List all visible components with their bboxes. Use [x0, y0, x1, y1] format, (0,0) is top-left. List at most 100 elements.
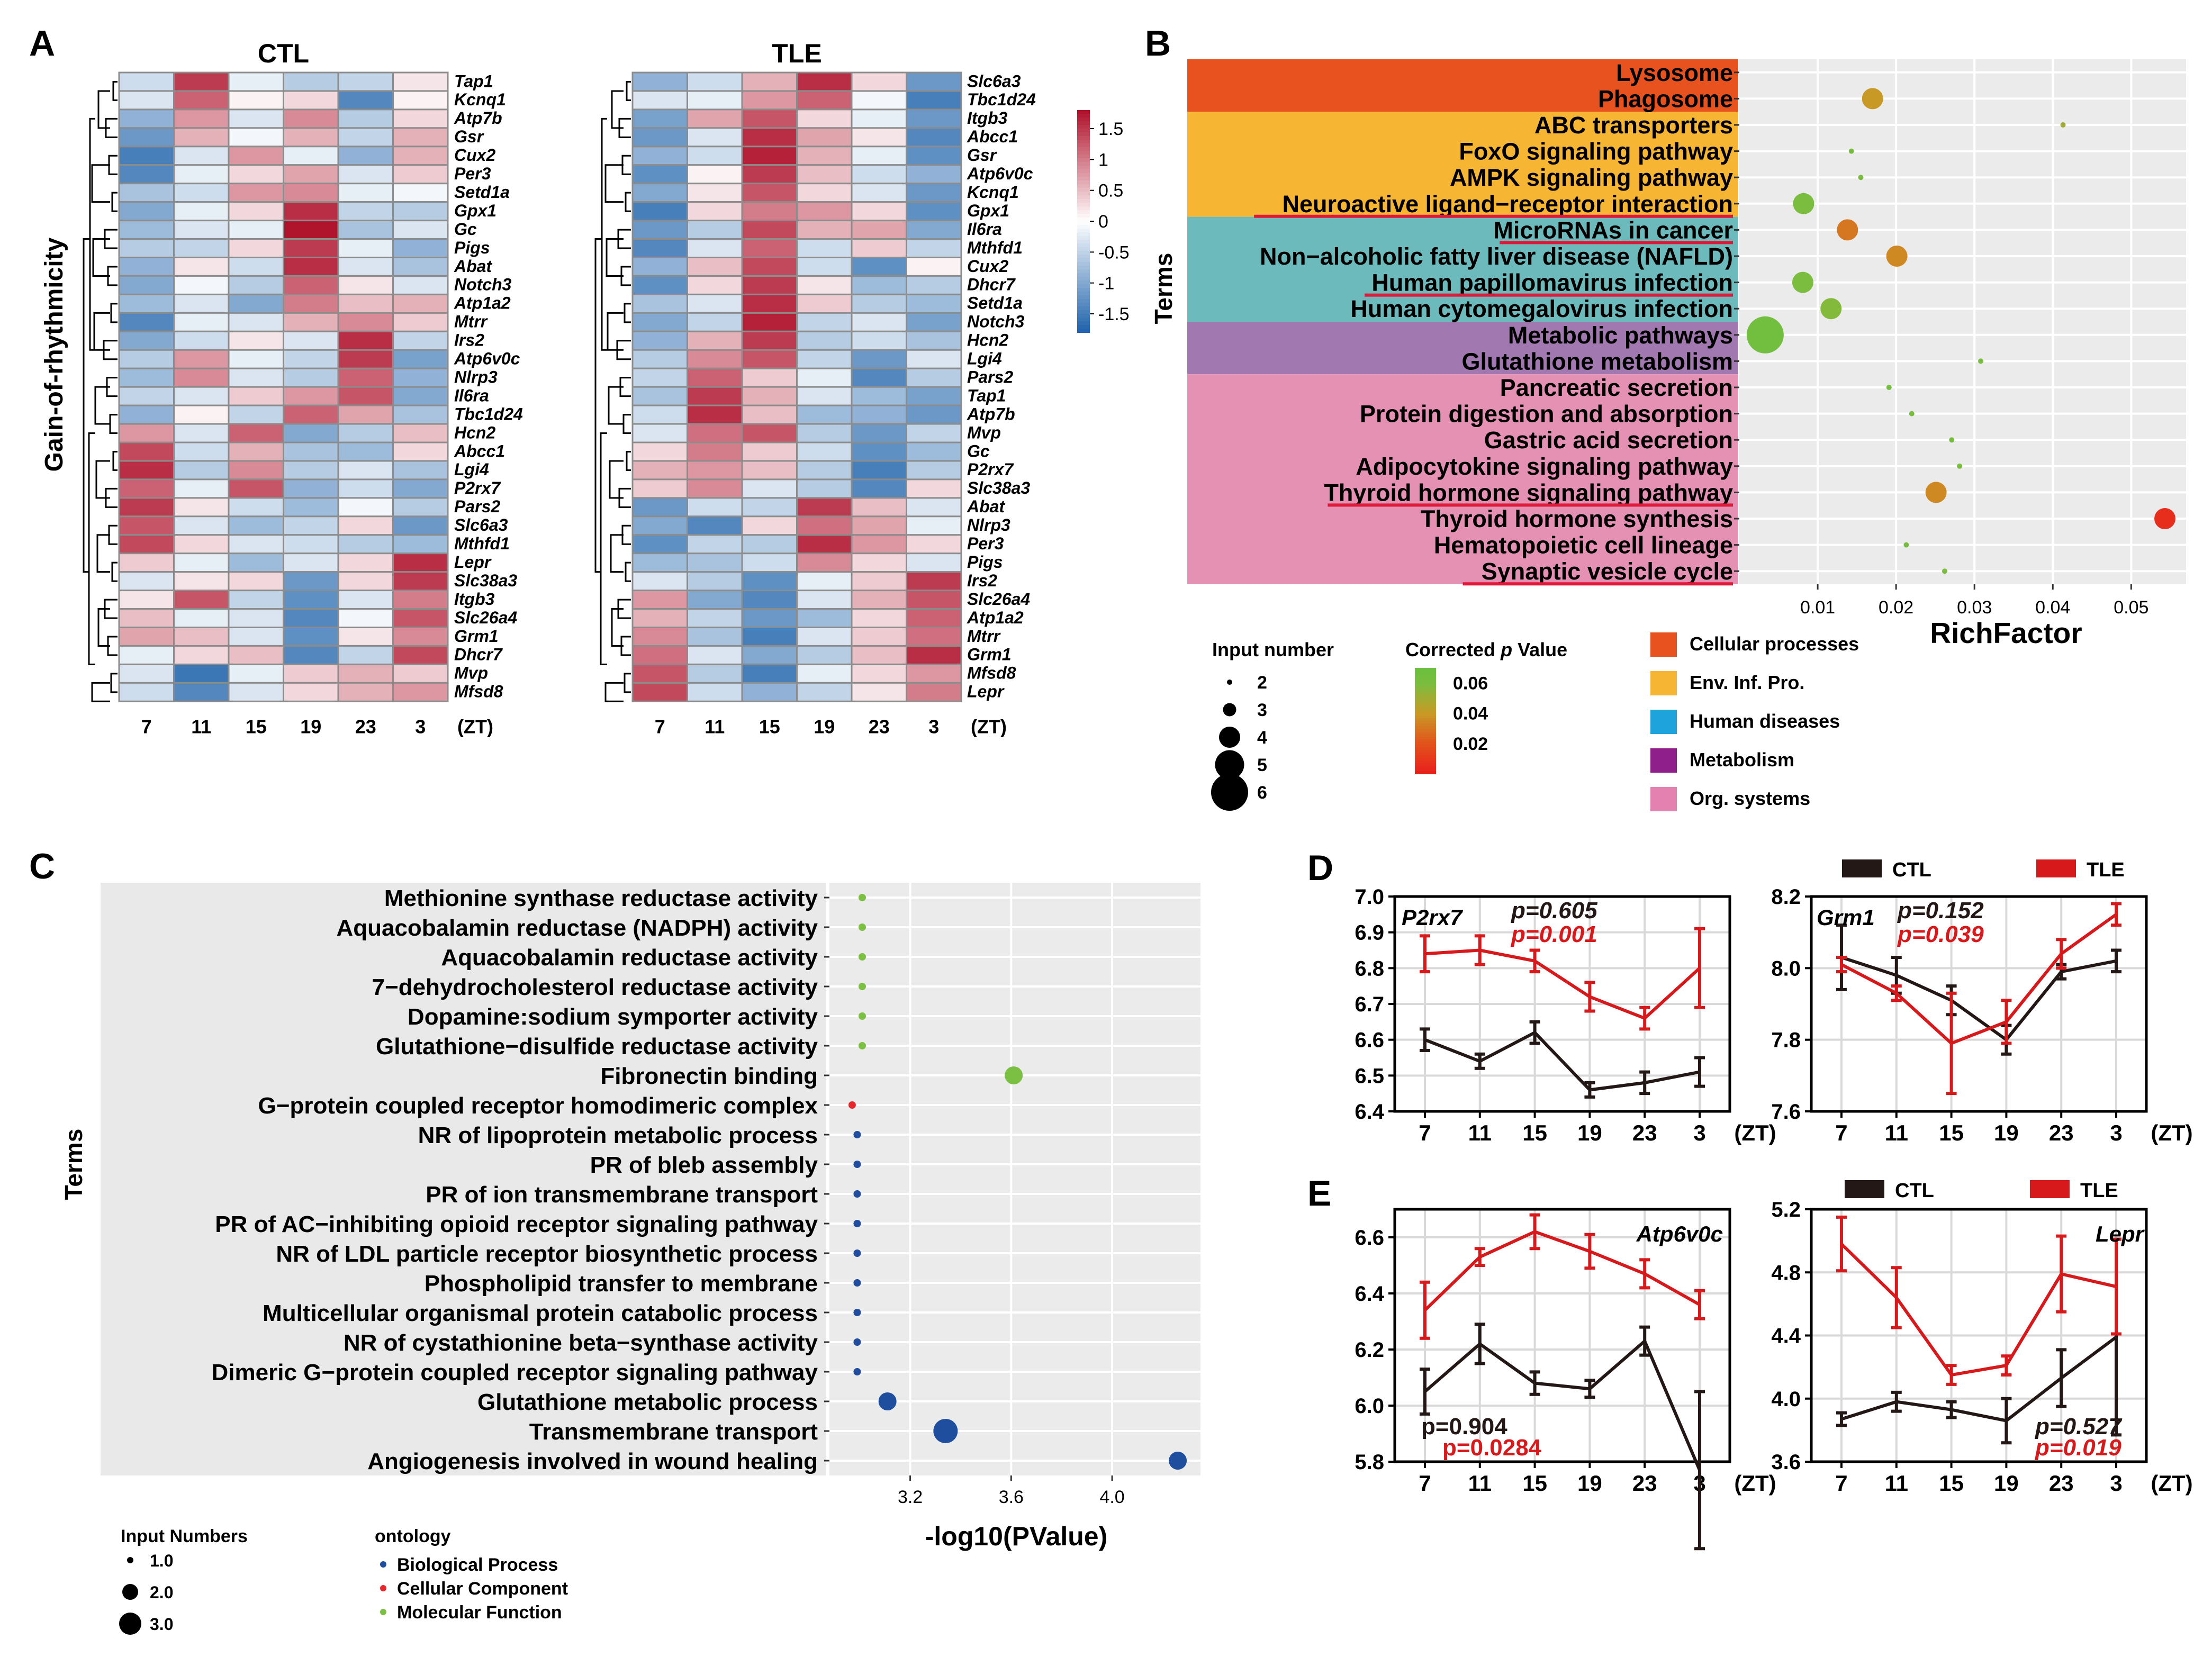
heatmap-cell [631, 423, 688, 443]
heatmap-cell [337, 608, 394, 629]
gene-label: Grm1 [1817, 905, 1875, 930]
legend-title-part: Corrected [1405, 639, 1501, 660]
heatmap-cell [631, 534, 688, 555]
x-tick-label: 19 [1577, 1120, 1602, 1145]
heatmap-cell [687, 386, 743, 406]
gene-label: Mfsd8 [454, 682, 503, 701]
heatmap-cell [796, 71, 853, 92]
heatmap-cell [228, 71, 284, 92]
data-point [1903, 542, 1909, 548]
heatmap-cell [283, 423, 339, 443]
heatmap-cell [173, 330, 230, 351]
heatmap-cell [392, 367, 449, 388]
gene-label: Mthfd1 [454, 534, 510, 553]
color-scale-band [1077, 303, 1090, 307]
error-bar [1529, 1020, 1540, 1045]
heatmap-cell [631, 275, 688, 295]
heatmap-cell [173, 312, 230, 332]
heatmap-cell [228, 608, 284, 629]
heatmap-cell [392, 386, 449, 406]
heatmap-cell [796, 293, 853, 314]
term-label: NR of cystathionine beta−synthase activi… [344, 1330, 818, 1356]
heatmap-cell [392, 663, 449, 684]
color-scale-band [1077, 321, 1090, 325]
heatmap-cell [906, 90, 962, 111]
legend-category-swatch [1650, 671, 1677, 695]
x-unit-label: (ZT) [971, 716, 1007, 737]
legend-gradient-band [1415, 739, 1436, 743]
color-scale-band [1077, 236, 1090, 240]
heatmap-cell [687, 108, 743, 129]
heatmap-cell [741, 423, 798, 443]
heatmap-cell [796, 201, 853, 222]
heatmap-cell [283, 460, 339, 481]
heatmap-cell [337, 590, 394, 610]
x-tick-label: 23 [2049, 1471, 2074, 1496]
data-point [1909, 411, 1915, 416]
heatmap-cell [631, 367, 688, 388]
gene-label: Dhcr7 [967, 275, 1016, 294]
heatmap-cell [283, 293, 339, 314]
color-scale-band [1077, 210, 1090, 214]
heatmap-cell [337, 220, 394, 240]
legend-gradient-band [1415, 668, 1436, 671]
data-point [933, 1419, 958, 1443]
legend-gradient-band [1415, 686, 1436, 690]
heatmap-cell [283, 146, 339, 166]
plot-frame-border [1810, 1208, 2148, 1463]
heatmap-cell [283, 627, 339, 647]
term-label: Glutathione−disulfide reductase activity [376, 1034, 818, 1060]
gene-label: Notch3 [454, 275, 512, 294]
heatmap-cell [392, 682, 449, 702]
heatmap-cell [173, 293, 230, 314]
color-scale-band [1077, 251, 1090, 255]
color-scale-band [1077, 214, 1090, 218]
heatmap-cell [741, 515, 798, 536]
heatmap-cell [228, 590, 284, 610]
y-tick-label: 4.8 [1771, 1261, 1801, 1284]
color-scale-band [1077, 318, 1090, 322]
x-tick-label: 7 [655, 716, 665, 737]
color-scale-band [1077, 129, 1090, 133]
heatmap-cell [392, 423, 449, 443]
heatmap-cell [173, 553, 230, 573]
legend-gradient-band [1415, 758, 1436, 761]
term-label: FoxO signaling pathway [1459, 138, 1733, 165]
heatmap-cell [687, 460, 743, 481]
gene-label: Mfsd8 [967, 664, 1016, 683]
legend-ontology-marker [380, 1561, 386, 1568]
color-scale-band [1077, 169, 1090, 174]
heatmap-cell [337, 293, 394, 314]
heatmap-cell [796, 608, 853, 629]
gene-label: Nlrp3 [454, 367, 498, 386]
gene-label: Gc [967, 441, 990, 460]
heatmap-cell [631, 71, 688, 92]
heatmap-cell [631, 183, 688, 203]
gene-label: Slc26a4 [967, 590, 1030, 609]
heatmap-cell [741, 645, 798, 665]
gene-label: Abat [967, 497, 1005, 516]
heatmap-cell [631, 146, 688, 166]
heatmap-cell [283, 663, 339, 684]
legend-category-label: Org. systems [1690, 787, 1810, 809]
heatmap-cell [392, 220, 449, 240]
heatmap-cell [741, 478, 798, 499]
heatmap-cell [796, 553, 853, 573]
x-tick-label: 11 [1885, 1471, 1908, 1496]
error-bar [1584, 981, 1595, 1013]
heatmap-cell [392, 293, 449, 314]
term-label: G−protein coupled receptor homodimeric c… [258, 1093, 818, 1119]
heatmap-cell [631, 293, 688, 314]
heatmap-cell [741, 164, 798, 185]
legend-category-swatch [1650, 710, 1677, 734]
panel-e-lepr-plot: 5.2 4.8 4.4 4.0 3.6 7 11 15 19 23 3 (ZT) Lepr p=0.527… [1771, 1180, 2192, 1496]
heatmap-cell [118, 293, 175, 314]
heatmap-cell [173, 515, 230, 536]
x-tick-label: 23 [1632, 1120, 1657, 1145]
y-tick-label: 4.4 [1771, 1325, 1801, 1348]
error-bar [1584, 1233, 1595, 1270]
term-label: Protein digestion and absorption [1360, 401, 1733, 428]
gene-label: Atp7b [967, 404, 1015, 423]
legend-size-label: 1.0 [150, 1551, 173, 1570]
heatmap-cell [118, 645, 175, 665]
